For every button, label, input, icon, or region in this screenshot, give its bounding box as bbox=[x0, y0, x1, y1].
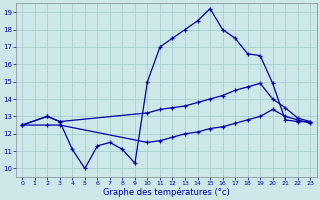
X-axis label: Graphe des températures (°c): Graphe des températures (°c) bbox=[103, 187, 230, 197]
